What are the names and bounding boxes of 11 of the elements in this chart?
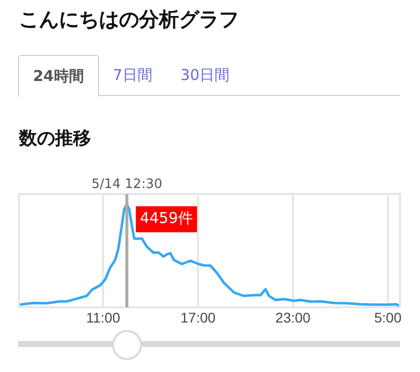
x-tick-label: 5:00 [374, 309, 402, 326]
x-tick-label: 17:00 [180, 309, 216, 326]
text: 7日間 [112, 65, 154, 86]
data-label: 4459件 [140, 209, 194, 228]
text: 30日間 [179, 65, 231, 86]
x-tick-label: 23:00 [275, 309, 311, 326]
ref-line-label: 5/14 12:30 [91, 176, 162, 192]
chart-subtitle: 数の推移 [19, 127, 91, 150]
text: 24時間 [18, 55, 99, 97]
chart-title: こんにちはの分析グラフ [19, 6, 239, 33]
x-tick-label: 11:00 [86, 309, 120, 326]
